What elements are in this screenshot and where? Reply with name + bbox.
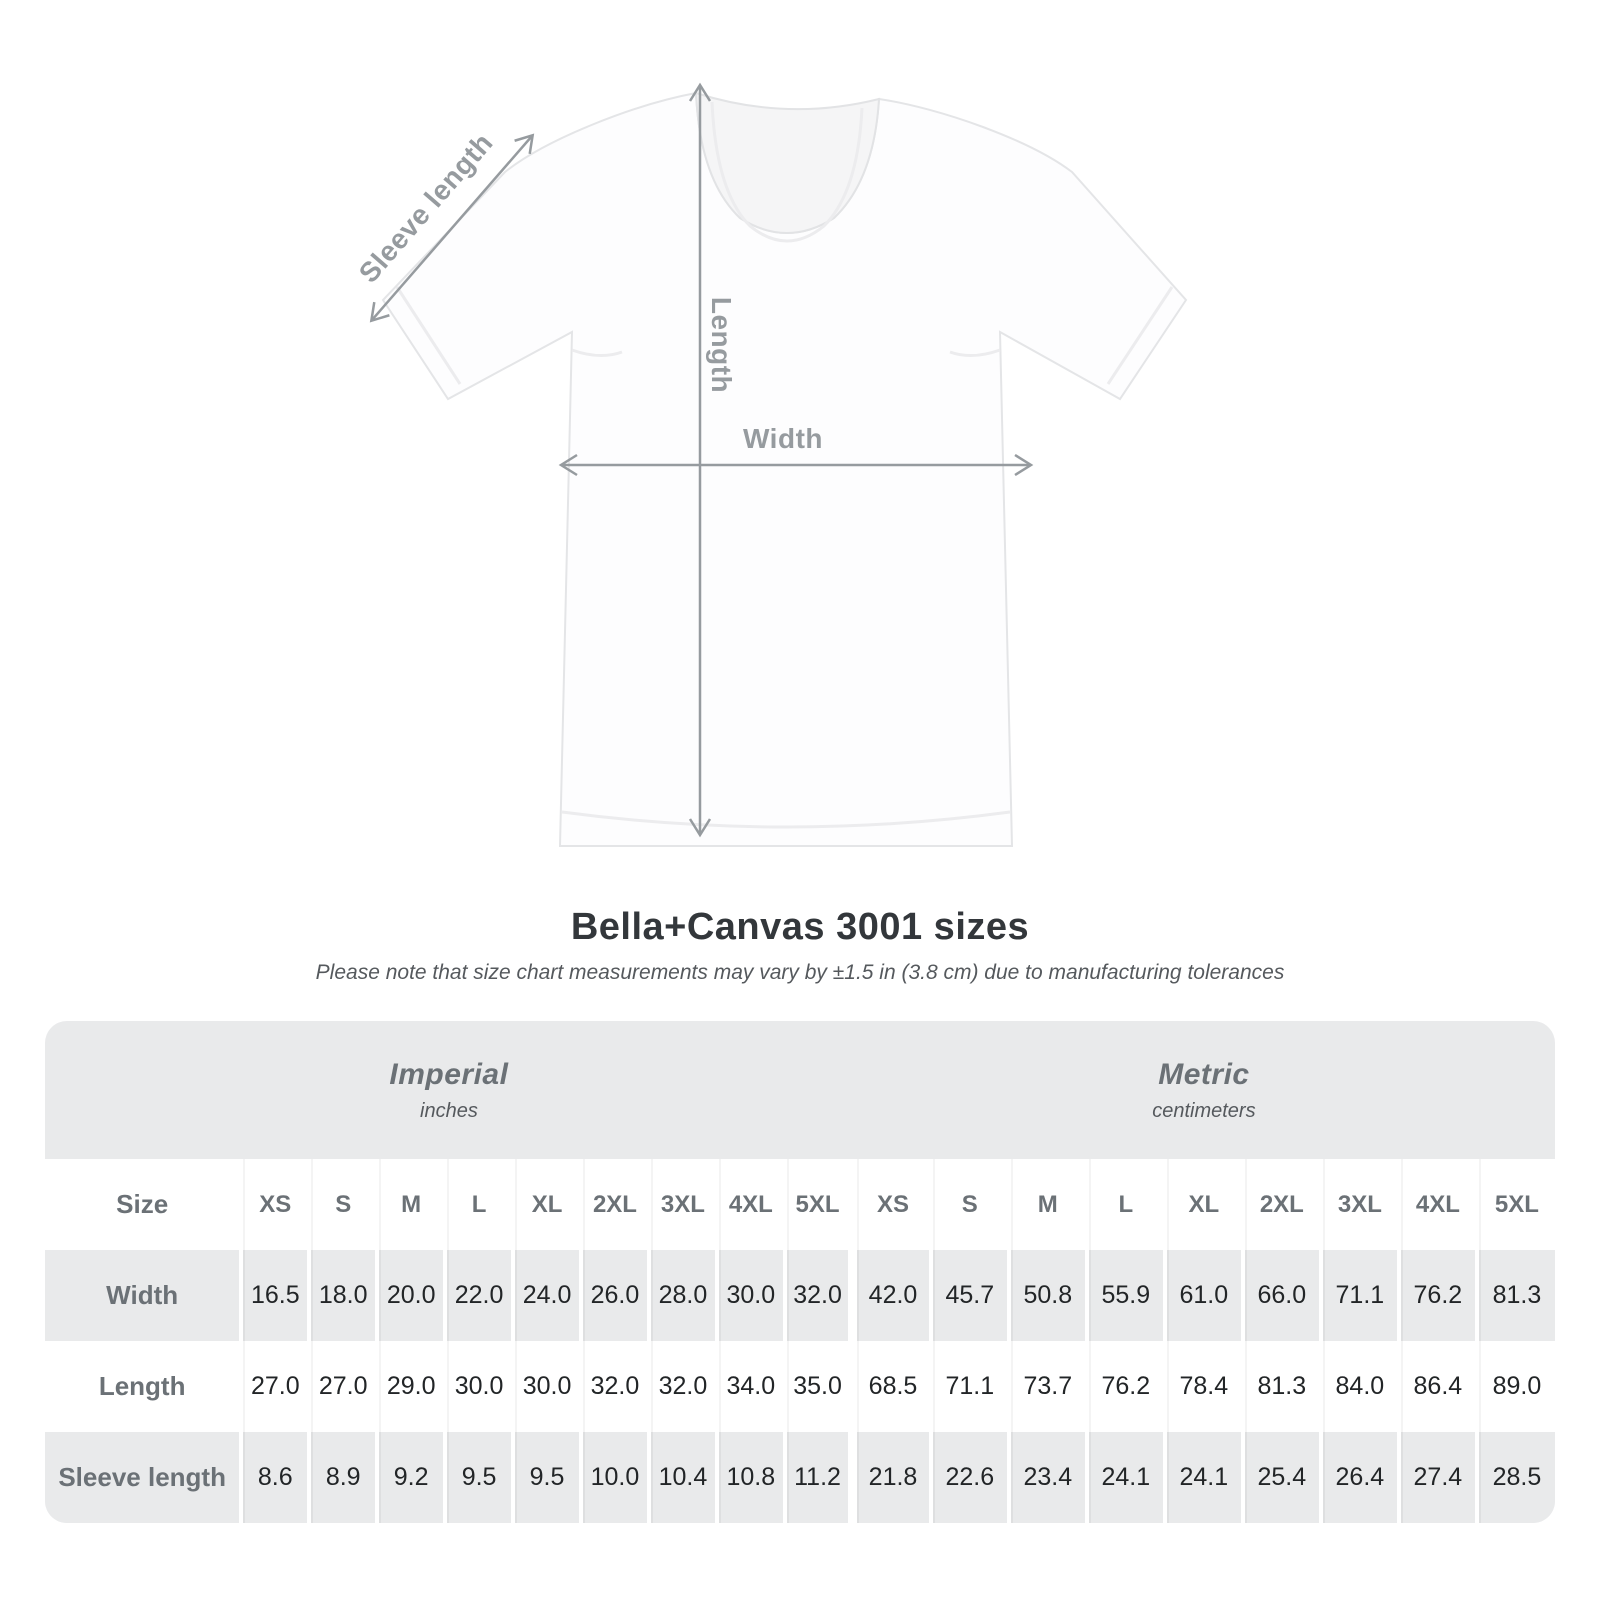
size-header: 2XL [1240,1159,1321,1250]
cell: 8.6 [239,1432,310,1523]
row-label: Length [98,1371,186,1401]
size-header: 5XL [1474,1159,1555,1250]
cell: 78.4 [1162,1341,1243,1432]
cell: 42.0 [848,1250,931,1341]
size-header: 3XL [1318,1159,1399,1250]
cell: 22.0 [443,1250,514,1341]
cell: 81.3 [1240,1341,1321,1432]
row-label: Sleeve length [58,1462,226,1492]
cell: 20.0 [375,1250,446,1341]
cell: 71.1 [928,1341,1009,1432]
cell: 21.8 [848,1432,931,1523]
size-header: M [1006,1159,1087,1250]
cell: 76.2 [1396,1250,1477,1341]
cell: 25.4 [1240,1432,1321,1523]
cell: 29.0 [375,1341,446,1432]
cell: 30.0 [443,1341,514,1432]
cell: 81.3 [1474,1250,1555,1341]
size-header: 5XL [782,1159,853,1250]
size-header: XL [1162,1159,1243,1250]
cell: 26.4 [1318,1432,1399,1523]
cell: 28.0 [646,1250,717,1341]
length-label: Length [706,297,737,393]
cell: 66.0 [1240,1250,1321,1341]
cell: 26.0 [579,1250,649,1341]
size-header: XL [511,1159,581,1250]
cell: 76.2 [1084,1341,1165,1432]
cell: 84.0 [1318,1341,1399,1432]
page-title: Bella+Canvas 3001 sizes [570,906,1030,948]
unit-header-band: Imperial inches Metric centimeters [45,1021,1555,1159]
cell: 55.9 [1084,1250,1165,1341]
cell: 9.5 [511,1432,581,1523]
cell: 32.0 [579,1341,649,1432]
cell: 32.0 [782,1250,853,1341]
sleeve-length-row: Sleeve length 8.6 8.9 9.2 9.5 9.5 10.0 1… [45,1432,1555,1523]
cell: 86.4 [1396,1341,1477,1432]
size-header: S [928,1159,1009,1250]
cell: 71.1 [1318,1250,1399,1341]
size-header: 4XL [1396,1159,1477,1250]
cell: 89.0 [1474,1341,1555,1432]
cell: 11.2 [782,1432,853,1523]
sleeve-length-arrow [369,133,535,323]
cell: 50.8 [1006,1250,1087,1341]
cell: 18.0 [307,1250,378,1341]
cell: 8.9 [307,1432,378,1523]
cell: 34.0 [714,1341,785,1432]
imperial-label: Imperial [389,1057,509,1091]
size-column-label: Size [116,1189,169,1219]
cell: 16.5 [239,1250,310,1341]
cell: 30.0 [511,1341,581,1432]
cell: 10.4 [646,1432,717,1523]
size-header: M [375,1159,446,1250]
cell: 10.0 [579,1432,649,1523]
cell: 27.0 [239,1341,310,1432]
cell: 23.4 [1006,1432,1087,1523]
cell: 28.5 [1474,1432,1555,1523]
size-header: XS [239,1159,310,1250]
cell: 9.2 [375,1432,446,1523]
size-header: 2XL [579,1159,649,1250]
width-label: Width [743,423,823,454]
size-table: Size XS S M L XL 2XL 3XL 4XL 5XL XS S M … [45,1159,1555,1523]
metric-label: Metric [1158,1057,1250,1091]
cell: 24.0 [511,1250,581,1341]
cell: 10.8 [714,1432,785,1523]
cell: 45.7 [928,1250,1009,1341]
tshirt-measurement-diagram: Sleeve length Length Width [353,82,1188,847]
cell: 24.1 [1084,1432,1165,1523]
cell: 30.0 [714,1250,785,1341]
width-row: Width 16.5 18.0 20.0 22.0 24.0 26.0 28.0… [45,1250,1555,1341]
cell: 73.7 [1006,1341,1087,1432]
cell: 61.0 [1162,1250,1243,1341]
page-subtitle: Please note that size chart measurements… [315,961,1285,984]
row-label: Width [106,1280,179,1310]
imperial-header: Imperial inches [45,1021,853,1159]
collar [694,91,881,234]
size-chart-card: Imperial inches Metric centimeters Size … [45,1021,1555,1523]
length-row: Length 27.0 27.0 29.0 30.0 30.0 32.0 32.… [45,1341,1555,1432]
cell: 68.5 [848,1341,931,1432]
cell: 22.6 [928,1432,1009,1523]
size-header: S [307,1159,378,1250]
cell: 27.4 [1396,1432,1477,1523]
size-header: 3XL [646,1159,717,1250]
cell: 27.0 [307,1341,378,1432]
size-header: L [1084,1159,1165,1250]
size-header: XS [848,1159,931,1250]
cell: 35.0 [782,1341,853,1432]
size-header: L [443,1159,514,1250]
cell: 32.0 [646,1341,717,1432]
tshirt-image [381,91,1188,847]
size-header-row: Size XS S M L XL 2XL 3XL 4XL 5XL XS S M … [45,1159,1555,1250]
width-annotation: Width [558,423,1034,477]
cell: 24.1 [1162,1432,1243,1523]
imperial-sublabel: inches [420,1099,478,1122]
metric-header: Metric centimeters [853,1021,1555,1159]
size-header: 4XL [714,1159,785,1250]
metric-sublabel: centimeters [1152,1099,1256,1122]
cell: 9.5 [443,1432,514,1523]
